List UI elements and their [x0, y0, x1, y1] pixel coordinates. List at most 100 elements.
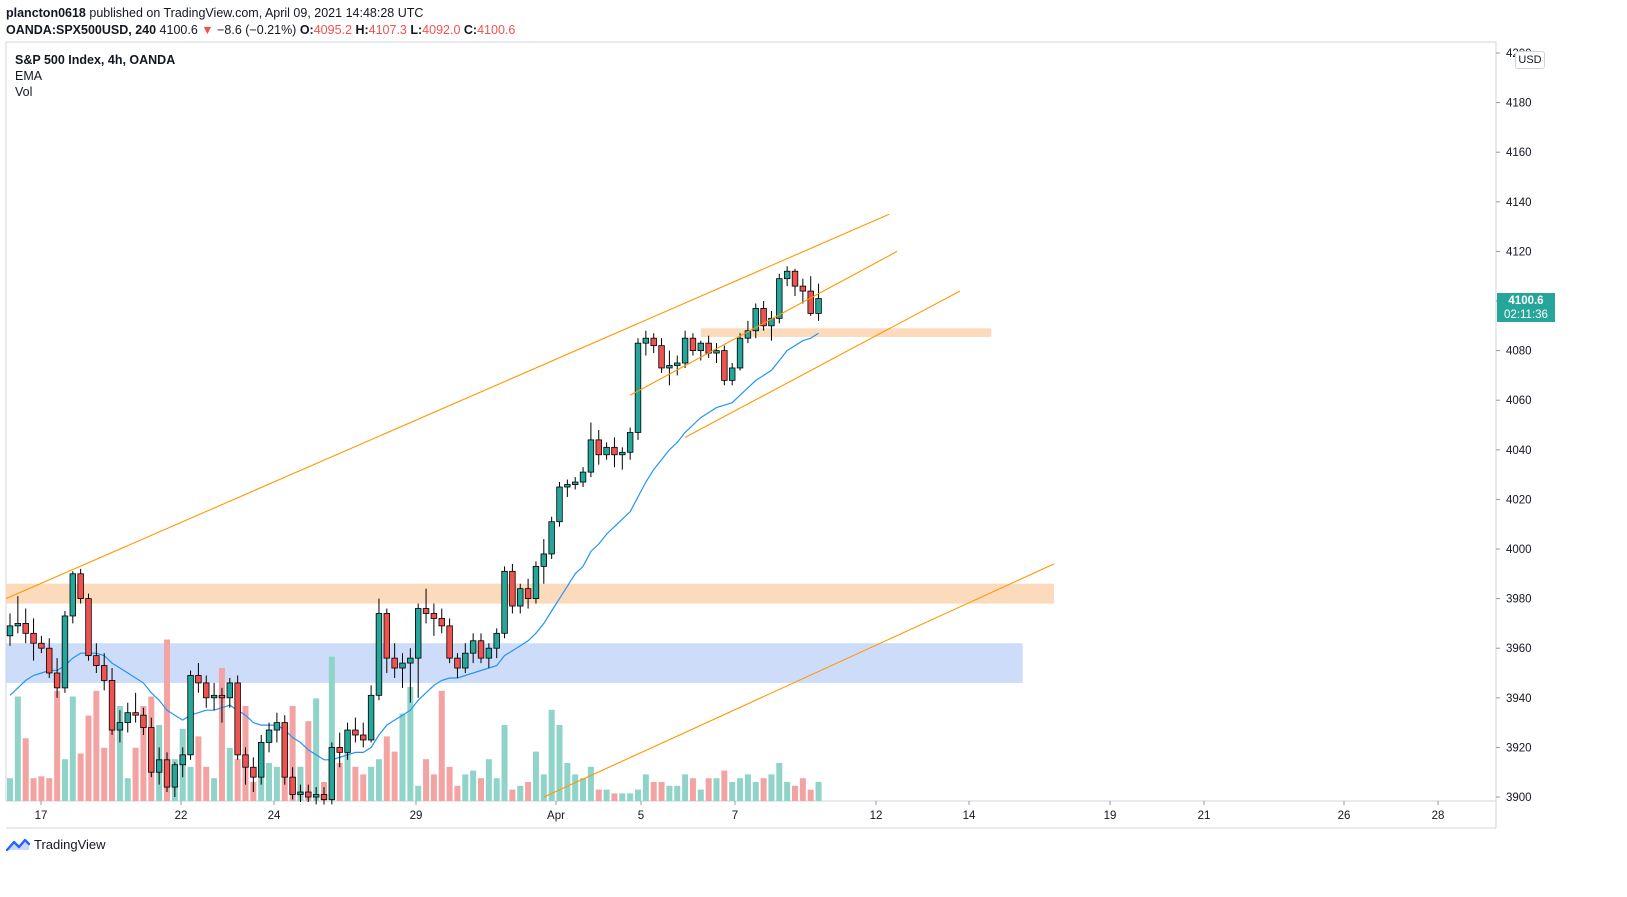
trendline[interactable] — [5, 213, 890, 600]
candle[interactable] — [124, 702, 131, 733]
candle[interactable] — [328, 742, 336, 805]
candle[interactable] — [524, 578, 532, 609]
candle[interactable] — [540, 539, 547, 584]
candle[interactable] — [163, 752, 171, 793]
candle[interactable] — [517, 583, 524, 614]
candle[interactable] — [265, 722, 273, 753]
candle[interactable] — [454, 653, 461, 678]
candle[interactable] — [148, 717, 155, 778]
candle[interactable] — [250, 757, 257, 793]
candle[interactable] — [312, 787, 320, 805]
candle[interactable] — [556, 482, 563, 527]
candle[interactable] — [469, 633, 477, 664]
candle[interactable] — [344, 722, 351, 760]
candle[interactable] — [187, 670, 194, 760]
candle[interactable] — [587, 422, 595, 478]
legend-title[interactable]: S&P 500 Index, 4h, OANDA — [15, 53, 176, 67]
candle[interactable] — [634, 338, 642, 440]
candle[interactable] — [6, 613, 14, 646]
trendlines-layer[interactable] — [5, 213, 1055, 798]
candle[interactable] — [93, 643, 100, 673]
candle[interactable] — [101, 653, 108, 691]
candle[interactable] — [548, 516, 555, 559]
candle[interactable] — [171, 762, 179, 797]
trendline[interactable] — [629, 250, 898, 396]
candle[interactable] — [195, 663, 202, 693]
currency-badge[interactable]: USD — [1515, 51, 1545, 69]
candle[interactable] — [674, 355, 681, 376]
candle[interactable] — [713, 343, 720, 363]
candle[interactable] — [650, 333, 657, 354]
candle[interactable] — [689, 333, 697, 356]
candle[interactable] — [430, 603, 438, 636]
candle[interactable] — [579, 467, 587, 487]
candle[interactable] — [760, 301, 767, 331]
candle[interactable] — [446, 618, 453, 664]
candle[interactable] — [360, 722, 367, 748]
legend-vol[interactable]: Vol — [15, 85, 33, 99]
price-axis[interactable]: 3900 3920 3940 3960 3980 4000 4020 4040 4060 4080… — [1496, 48, 1532, 804]
candle[interactable] — [572, 477, 579, 490]
candle[interactable] — [626, 427, 634, 460]
candle[interactable] — [132, 692, 139, 723]
candle[interactable] — [485, 643, 493, 669]
candle[interactable] — [14, 596, 22, 634]
candle[interactable] — [273, 712, 281, 743]
candle[interactable] — [509, 563, 516, 614]
candle[interactable] — [61, 611, 69, 693]
candle[interactable] — [320, 787, 328, 805]
candle[interactable] — [375, 598, 383, 701]
candle[interactable] — [179, 747, 186, 778]
candle[interactable] — [791, 268, 799, 297]
candle[interactable] — [815, 283, 822, 321]
candle[interactable] — [289, 767, 296, 800]
candle[interactable] — [53, 658, 61, 698]
candle[interactable] — [38, 635, 45, 654]
candle[interactable] — [729, 363, 736, 386]
candle[interactable] — [501, 566, 508, 639]
time-axis[interactable]: 17 22 24 29 Apr 5 7 12 14 19 21 26 28 — [35, 801, 1445, 822]
candle[interactable] — [603, 442, 610, 460]
candle[interactable] — [69, 571, 76, 624]
candle[interactable] — [77, 568, 84, 604]
ema-line[interactable] — [9, 332, 819, 761]
candle[interactable] — [116, 710, 124, 743]
candle[interactable] — [462, 643, 469, 673]
candle[interactable] — [297, 784, 304, 802]
resistance-zone[interactable] — [700, 328, 992, 337]
candle[interactable] — [752, 303, 759, 339]
candle[interactable] — [336, 732, 343, 768]
candle[interactable] — [85, 593, 92, 661]
trendline[interactable] — [684, 290, 961, 438]
candle[interactable] — [477, 633, 485, 664]
candle[interactable] — [257, 735, 265, 785]
candle[interactable] — [532, 561, 540, 604]
candle[interactable] — [30, 618, 37, 661]
candle[interactable] — [305, 784, 312, 802]
candle[interactable] — [666, 350, 673, 386]
legend-ema[interactable]: EMA — [15, 69, 43, 83]
candle[interactable] — [414, 603, 422, 698]
symbol-name[interactable]: OANDA:SPX500USD, 240 — [6, 23, 157, 37]
candle[interactable] — [399, 653, 406, 688]
candle[interactable] — [281, 715, 288, 785]
candle[interactable] — [595, 429, 602, 465]
candle[interactable] — [407, 648, 414, 703]
candle[interactable] — [234, 675, 241, 760]
candle[interactable] — [681, 330, 689, 368]
candle[interactable] — [242, 747, 249, 785]
candle[interactable] — [140, 707, 147, 735]
candle[interactable] — [768, 310, 775, 341]
candle[interactable] — [391, 643, 398, 678]
candle[interactable] — [438, 608, 445, 634]
candle[interactable] — [705, 335, 712, 359]
candle[interactable] — [203, 675, 210, 708]
candle[interactable] — [367, 685, 375, 743]
candle[interactable] — [155, 747, 163, 785]
candle[interactable] — [218, 687, 226, 723]
candle[interactable] — [46, 638, 53, 678]
candle[interactable] — [383, 608, 390, 673]
candle[interactable] — [736, 333, 744, 371]
candle[interactable] — [721, 345, 728, 386]
